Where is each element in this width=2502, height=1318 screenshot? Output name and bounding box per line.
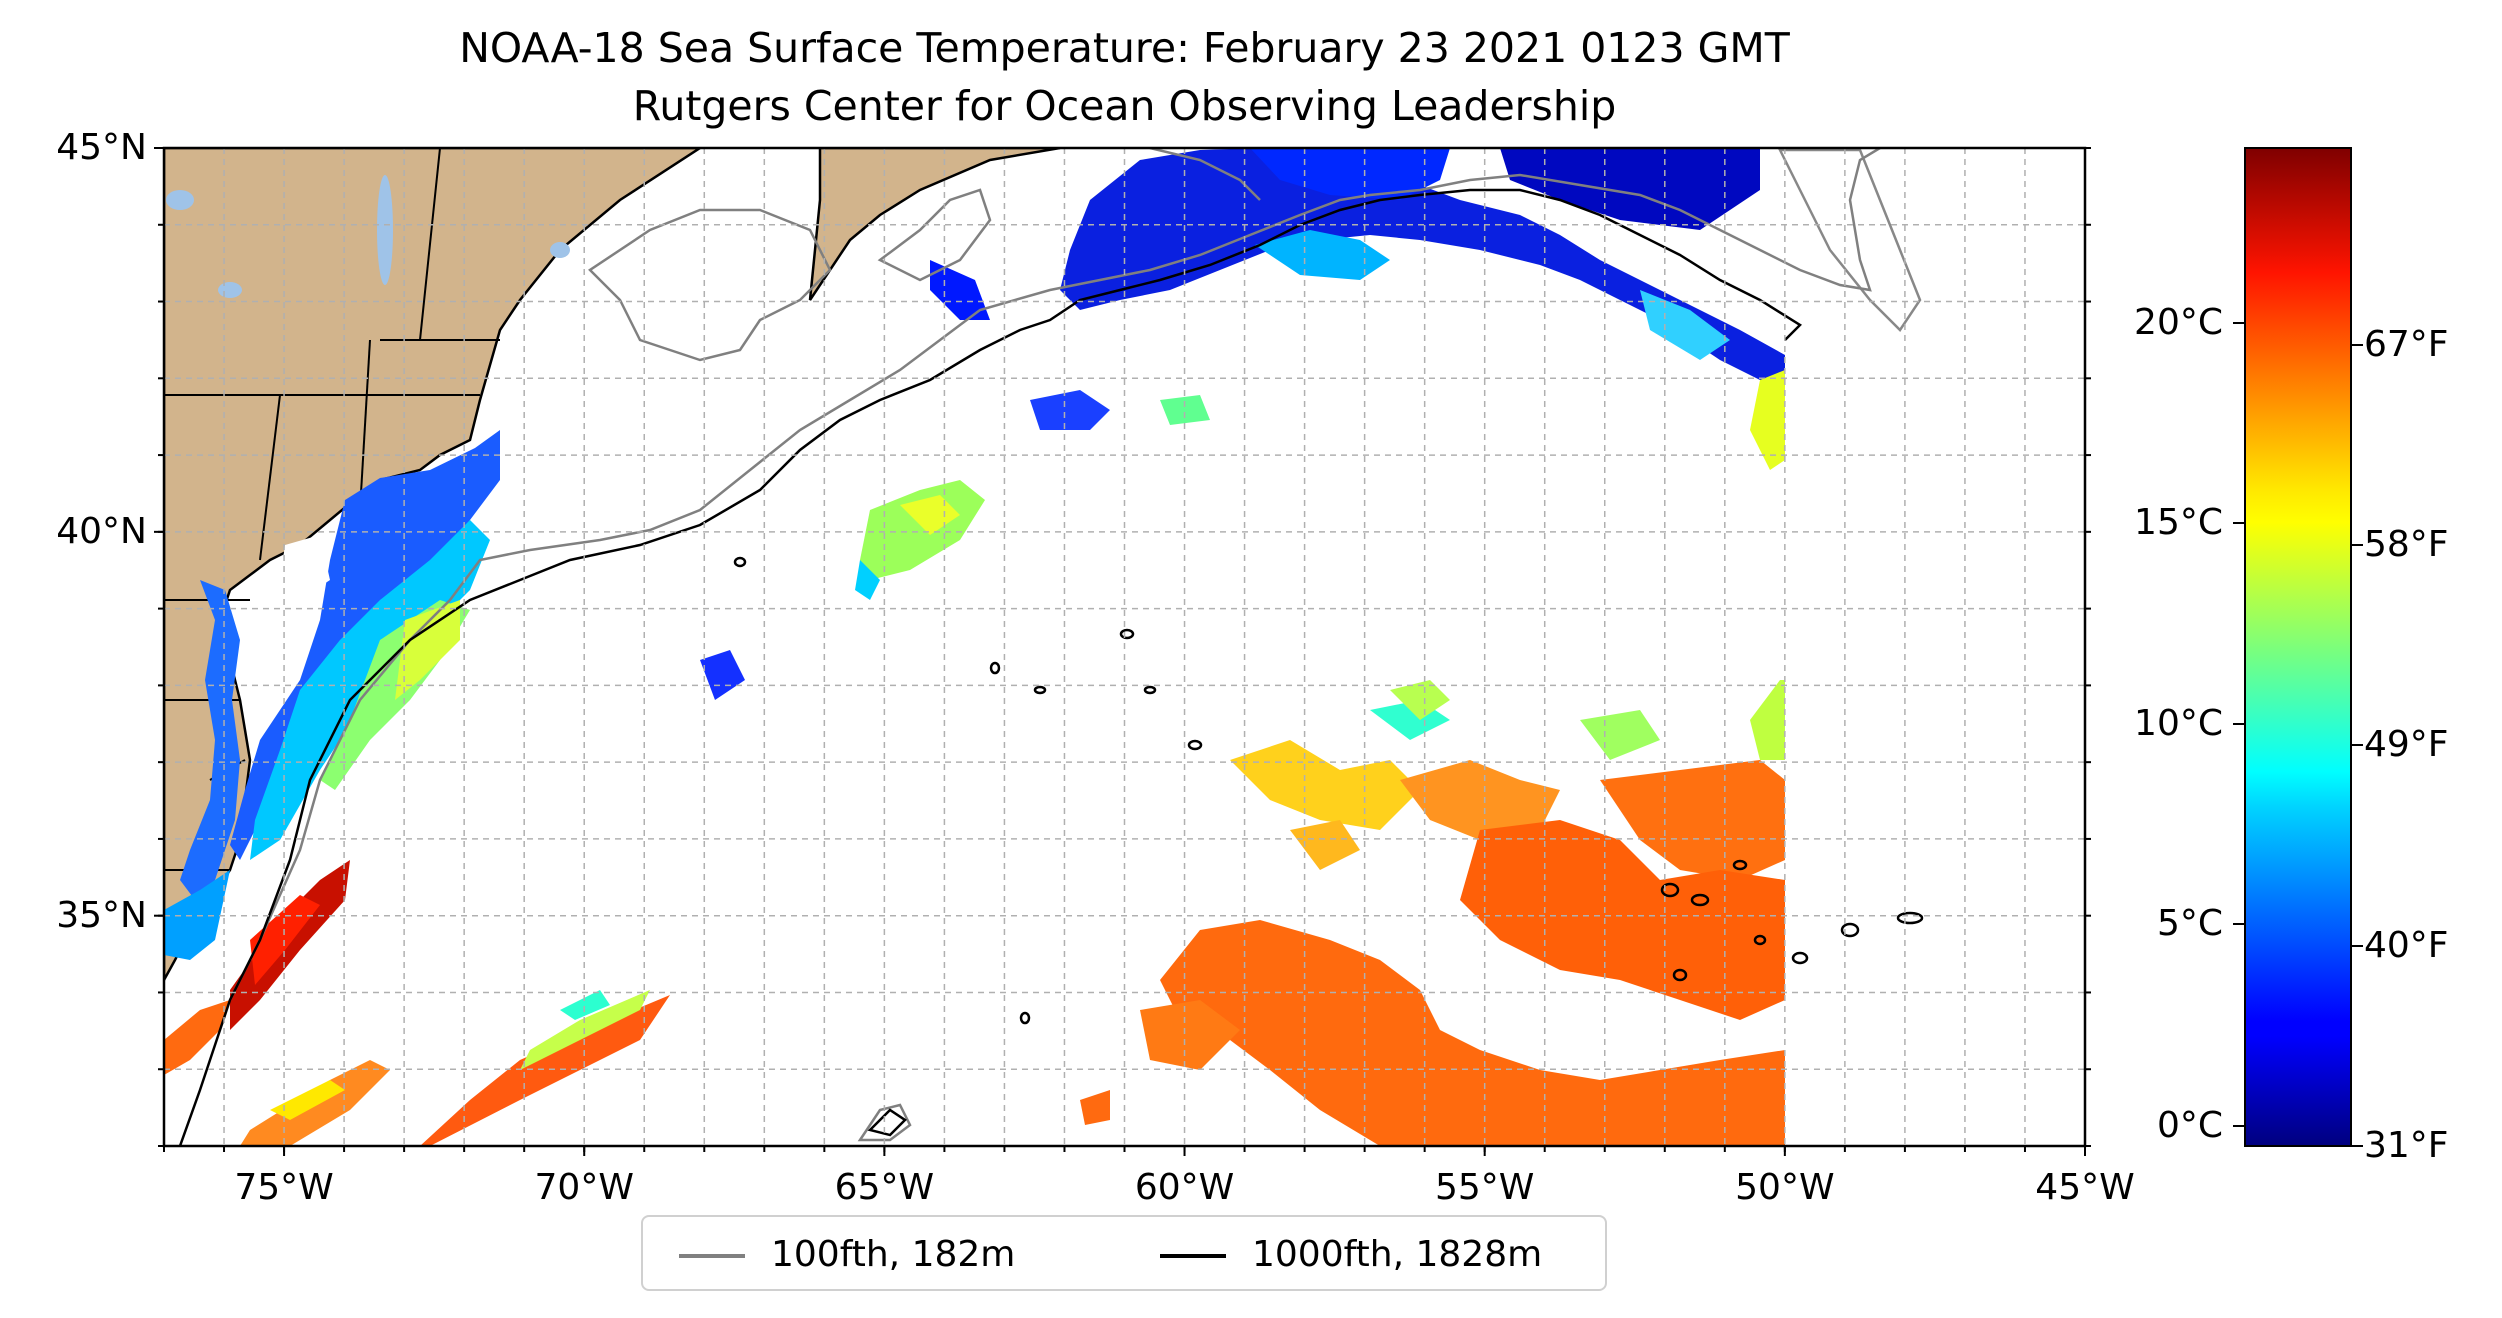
lat-tick-label: 45°N xyxy=(56,127,147,168)
gulf-stream-warm xyxy=(164,860,670,1146)
colorbar-fahrenheit-label: 31°F xyxy=(2364,1125,2449,1166)
legend-label-1000fth: 1000fth, 1828m xyxy=(1252,1234,1543,1275)
bathymetry-1000fth xyxy=(178,188,1924,1146)
lakes xyxy=(166,175,570,298)
legend-label-100fth: 100fth, 182m xyxy=(771,1234,1016,1275)
lon-tick-label: 70°W xyxy=(534,1167,634,1208)
legend-line-1000fth xyxy=(1160,1254,1226,1258)
chart-subtitle: Rutgers Center for Ocean Observing Leade… xyxy=(632,82,1617,130)
lon-tick-label: 60°W xyxy=(1134,1167,1235,1208)
newfoundland-land xyxy=(1777,148,1922,332)
colorbar-celsius-label: 20°C xyxy=(2134,302,2223,343)
lon-tick-label: 55°W xyxy=(1434,1167,1535,1208)
colorbar-ticks xyxy=(2233,322,2363,1147)
colorbar-celsius-label: 10°C xyxy=(2134,703,2223,744)
lon-tick-label: 45°W xyxy=(2035,1167,2135,1208)
nova-scotia-land xyxy=(808,148,1061,301)
gridlines xyxy=(164,148,2085,1146)
chart-title: NOAA-18 Sea Surface Temperature: Februar… xyxy=(459,24,1790,72)
lat-tick-label: 35°N xyxy=(56,894,147,936)
lon-tick-label: 50°W xyxy=(1735,1167,1835,1208)
shelf-sst xyxy=(230,430,500,860)
colorbar-celsius-label: 15°C xyxy=(2134,502,2223,543)
colorbar-fahrenheit-label: 58°F xyxy=(2364,524,2449,565)
map-ticks xyxy=(154,147,2091,1156)
colorbar-celsius-label: 5°C xyxy=(2156,903,2223,944)
colorbar-fahrenheit-label: 40°F xyxy=(2364,925,2449,966)
lon-tick-label: 65°W xyxy=(834,1167,935,1208)
colorbar xyxy=(2244,147,2352,1147)
colorbar-celsius-label: 0°C xyxy=(2156,1105,2223,1146)
lat-tick-label: 40°N xyxy=(56,510,147,552)
northern-cold-sst xyxy=(930,148,1785,470)
southern-warm-sst xyxy=(1080,680,1785,1146)
legend-line-100fth xyxy=(679,1254,745,1258)
legend: 100fth, 182m 1000fth, 1828m xyxy=(641,1215,1607,1291)
colorbar-fahrenheit-label: 67°F xyxy=(2364,324,2449,365)
colorbar-fahrenheit-label: 49°F xyxy=(2364,724,2449,765)
lon-tick-label: 75°W xyxy=(234,1167,334,1208)
